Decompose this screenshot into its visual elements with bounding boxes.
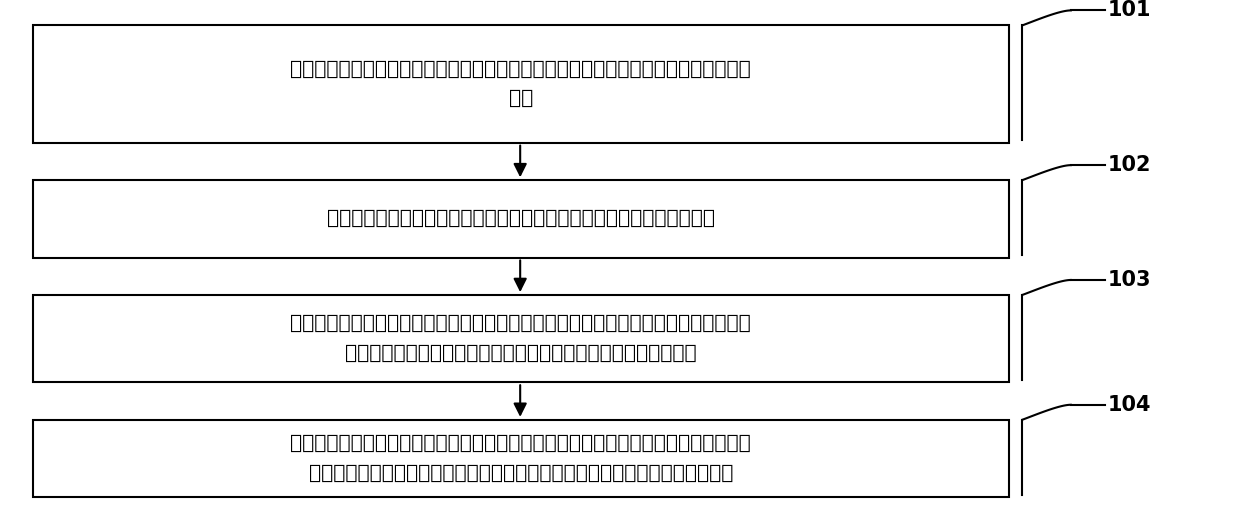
FancyBboxPatch shape	[32, 420, 1009, 497]
Text: 101: 101	[1109, 1, 1152, 20]
FancyBboxPatch shape	[32, 295, 1009, 382]
Text: 103: 103	[1109, 270, 1152, 290]
Text: 建立描述部件最小尺寸结构的三维几何模型，并将所述三维几何模型剖分成多个六面体
网格: 建立描述部件最小尺寸结构的三维几何模型，并将所述三维几何模型剖分成多个六面体 网…	[290, 60, 751, 108]
Text: 采用宏粒子模拟空间中的自由电子，定义宏粒子的初始能量、电荷量、质量、初始分布
状态和初始运动方向；建立宏粒子链表，并进行宏粒子链表初始化: 采用宏粒子模拟空间中的自由电子，定义宏粒子的初始能量、电荷量、质量、初始分布 状…	[290, 315, 751, 363]
Text: 基于三维几何模型、三维几何模型的边界和材料属性、材料的二次电子发射特性参数、
以及宏粒子链表，从微放电阈值扫描功率起始值开始，进行微放电阈值数值模拟: 基于三维几何模型、三维几何模型的边界和材料属性、材料的二次电子发射特性参数、 以…	[290, 434, 751, 483]
FancyBboxPatch shape	[32, 25, 1009, 142]
Text: 104: 104	[1109, 395, 1152, 415]
Text: 确定三维几何模型的边界和材料属性，以及材料的二次电子发射特性参数: 确定三维几何模型的边界和材料属性，以及材料的二次电子发射特性参数	[327, 210, 714, 228]
FancyBboxPatch shape	[32, 180, 1009, 257]
Text: 102: 102	[1109, 155, 1152, 175]
